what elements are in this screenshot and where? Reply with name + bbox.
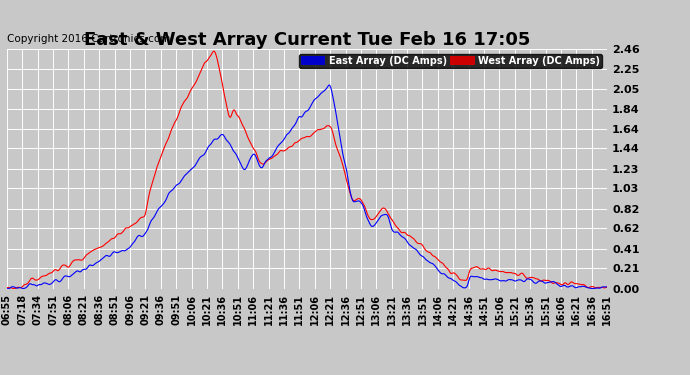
Legend: East Array (DC Amps), West Array (DC Amps): East Array (DC Amps), West Array (DC Amp…: [299, 54, 602, 68]
Text: Copyright 2016 Cartronics.com: Copyright 2016 Cartronics.com: [7, 34, 170, 44]
Title: East & West Array Current Tue Feb 16 17:05: East & West Array Current Tue Feb 16 17:…: [84, 31, 530, 49]
